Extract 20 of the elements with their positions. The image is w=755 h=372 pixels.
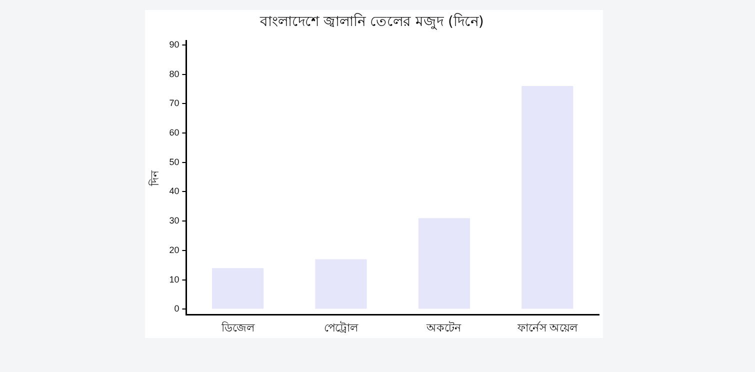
bar (522, 86, 574, 309)
y-tick-label: 50 (169, 156, 180, 167)
x-tick-label: ফার্নেস অয়েল (516, 321, 578, 334)
y-tick-label: 80 (169, 68, 180, 79)
y-tick-label: 20 (169, 244, 180, 255)
chart-title: বাংলাদেশে জ্বালানি তেলের মজুদ (দিনে) (259, 13, 484, 30)
y-tick-label: 90 (169, 39, 180, 50)
x-tick-label: অকটেন (426, 321, 462, 334)
x-tick-label: পেট্রোল (324, 321, 360, 334)
bar (315, 259, 367, 309)
y-tick-label: 60 (169, 128, 180, 138)
bar (418, 218, 470, 309)
y-tick-label: 30 (169, 216, 180, 226)
bar (212, 268, 264, 309)
y-tick-label: 10 (169, 274, 180, 284)
y-tick-label: 40 (169, 186, 180, 196)
y-tick-label: 0 (174, 304, 180, 314)
x-tick-label: ডিজেল (220, 321, 256, 334)
y-axis-title: দিন (148, 170, 162, 187)
y-tick-label: 70 (169, 98, 180, 108)
